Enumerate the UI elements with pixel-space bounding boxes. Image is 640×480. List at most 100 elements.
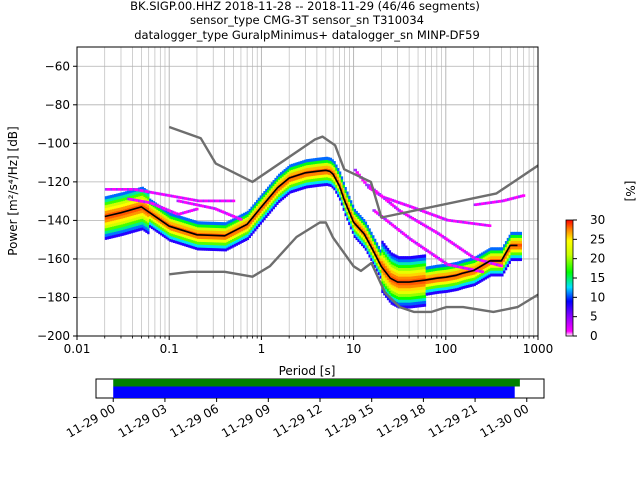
pdf-trace-cell bbox=[484, 223, 488, 227]
pdf-cell bbox=[279, 175, 283, 179]
pdf-cell bbox=[396, 284, 399, 288]
series-low-noise-model bbox=[169, 221, 538, 314]
pdf-cell bbox=[488, 251, 491, 255]
pdf-cell bbox=[504, 264, 508, 268]
pdf-cell bbox=[239, 214, 242, 218]
pdf-cell bbox=[333, 184, 336, 188]
pdf-cell bbox=[108, 235, 111, 239]
pdf-cell bbox=[386, 285, 390, 289]
pdf-cell bbox=[257, 217, 261, 222]
pdf-cell bbox=[512, 240, 515, 244]
pdf-cell bbox=[289, 190, 292, 194]
pdf-cell bbox=[484, 256, 487, 260]
pdf-trace-cell bbox=[436, 215, 441, 219]
pdf-cell bbox=[239, 229, 242, 233]
pdf-cell bbox=[108, 209, 111, 213]
pdf-cell bbox=[126, 225, 130, 229]
pdf-trace-cell bbox=[399, 202, 404, 205]
pdf-trace-cell bbox=[410, 216, 415, 220]
pdf-cell bbox=[445, 283, 449, 288]
pdf-cell bbox=[423, 283, 427, 287]
pdf-trace-cell bbox=[423, 248, 428, 251]
pdf-cell bbox=[283, 171, 286, 176]
pdf-cell bbox=[414, 304, 417, 308]
pdf-cell bbox=[501, 267, 504, 271]
pdf-cell bbox=[189, 242, 192, 246]
pdf-cell bbox=[409, 282, 412, 286]
pdf-cell bbox=[134, 226, 137, 230]
pdf-trace-cell bbox=[414, 207, 419, 210]
pdf-cell bbox=[171, 218, 174, 223]
pdf-cell bbox=[180, 242, 183, 246]
pdf-cell bbox=[405, 270, 408, 274]
pdf-cell bbox=[314, 175, 318, 179]
pdf-cell bbox=[407, 276, 410, 280]
pdf-cell bbox=[219, 239, 222, 243]
pdf-cell bbox=[491, 267, 495, 271]
pdf-cell bbox=[313, 158, 316, 162]
pdf-cell bbox=[493, 247, 497, 251]
pdf-trace-cell bbox=[409, 238, 413, 241]
pdf-cell bbox=[359, 217, 362, 222]
pdf-cell bbox=[383, 263, 386, 267]
pdf-cell bbox=[418, 304, 421, 308]
pdf-cell bbox=[250, 221, 253, 225]
pdf-cell bbox=[182, 239, 185, 243]
pdf-cell bbox=[412, 264, 416, 268]
pdf-cell bbox=[191, 245, 194, 249]
pdf-cell bbox=[314, 172, 318, 176]
pdf-trace-cell bbox=[227, 213, 232, 217]
pdf-cell bbox=[254, 205, 257, 209]
pdf-cell bbox=[178, 232, 181, 237]
pdf-cell bbox=[403, 305, 406, 309]
pdf-cell bbox=[246, 213, 250, 217]
pdf-cell bbox=[147, 199, 150, 203]
pdf-cell bbox=[290, 169, 294, 173]
pdf-cell bbox=[418, 289, 421, 293]
pdf-cell bbox=[355, 228, 358, 232]
pdf-cell bbox=[136, 193, 139, 198]
pdf-cell bbox=[178, 224, 181, 228]
pdf-cell bbox=[211, 230, 215, 234]
pdf-cell bbox=[416, 266, 419, 271]
pdf-cell bbox=[222, 245, 226, 249]
pdf-cell bbox=[414, 301, 417, 305]
pdf-cell bbox=[307, 182, 310, 186]
pdf-cell bbox=[224, 230, 227, 235]
pdf-cell bbox=[361, 242, 364, 247]
pdf-cell bbox=[503, 250, 506, 254]
pdf-cell bbox=[355, 210, 358, 215]
pdf-trace-cell bbox=[376, 212, 380, 215]
pdf-cell bbox=[272, 188, 275, 192]
pdf-cell bbox=[139, 210, 143, 214]
pdf-cell bbox=[239, 223, 242, 227]
pdf-cell bbox=[456, 278, 460, 283]
pdf-cell bbox=[397, 270, 401, 274]
pdf-cell bbox=[298, 181, 301, 185]
pdf-trace-cell bbox=[213, 199, 217, 203]
pdf-cell bbox=[136, 202, 139, 206]
pdf-cell bbox=[322, 183, 325, 187]
pdf-cell bbox=[375, 250, 379, 255]
pdf-cell bbox=[351, 230, 355, 234]
pdf-cell bbox=[200, 224, 203, 228]
pdf-cell bbox=[397, 282, 401, 286]
pdf-cell bbox=[208, 221, 211, 225]
pdf-cell bbox=[263, 214, 266, 218]
pdf-cell bbox=[128, 216, 132, 220]
pdf-cell bbox=[239, 234, 242, 239]
pdf-cell bbox=[396, 266, 399, 271]
pdf-cell bbox=[399, 279, 403, 283]
pdf-trace-cell bbox=[475, 269, 479, 272]
pdf-cell bbox=[161, 213, 165, 217]
pdf-cell bbox=[337, 170, 340, 175]
pdf-cell bbox=[274, 192, 277, 196]
pdf-cell bbox=[344, 213, 347, 217]
pdf-cell bbox=[442, 281, 445, 285]
pdf-cell bbox=[167, 228, 170, 232]
pdf-cell bbox=[351, 204, 355, 208]
pdf-cell bbox=[268, 193, 272, 197]
pdf-cell bbox=[394, 271, 397, 275]
pdf-cell bbox=[373, 247, 377, 251]
pdf-cell bbox=[320, 165, 323, 170]
